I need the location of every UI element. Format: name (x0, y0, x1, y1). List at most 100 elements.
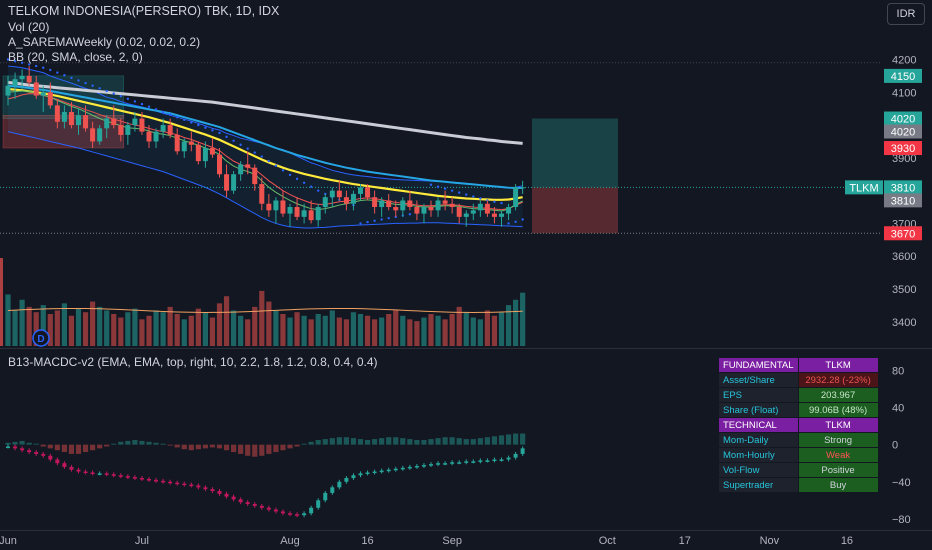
osc-hist-bar (231, 444, 237, 453)
osc-body (485, 460, 490, 462)
osc-tick-label: 0 (892, 440, 898, 452)
volume-bar (19, 299, 25, 346)
candle-body (407, 200, 413, 208)
osc-hist-bar (54, 444, 60, 451)
sar-dot (176, 116, 179, 119)
candle-body (245, 164, 251, 168)
sar-dot (472, 195, 475, 198)
candle-body (386, 200, 392, 208)
oscillator-legend[interactable]: B13-MACDC-v2 (EMA, EMA, top, right, 10, … (8, 355, 378, 369)
volume-bar (428, 314, 434, 346)
sar-dot (225, 135, 228, 139)
osc-hist-bar (245, 444, 251, 456)
position-target-zone (532, 118, 618, 188)
sar-dot (317, 189, 320, 192)
row-value: Buy (798, 478, 878, 492)
osc-body (76, 469, 81, 472)
sar-dot (218, 131, 221, 135)
volume-bar (26, 306, 32, 346)
volume-bar (357, 314, 364, 346)
volume-bar (139, 319, 145, 346)
osc-body (210, 489, 215, 492)
sar-dot (267, 159, 271, 163)
currency-button[interactable]: IDR (887, 3, 925, 25)
indicator-bb-legend[interactable]: BB (20, SMA, close, 2, 0) (8, 50, 143, 64)
osc-body (295, 514, 300, 516)
candle-body (499, 213, 504, 217)
sar-dot (366, 220, 369, 224)
osc-body (316, 500, 321, 508)
x-tick-label: Jul (135, 535, 149, 547)
osc-body (69, 466, 74, 470)
candle-body (202, 148, 208, 162)
indicator-volume-legend[interactable]: Vol (20) (8, 20, 50, 34)
osc-hist-bar (188, 444, 194, 451)
volume-bar (308, 319, 314, 346)
osc-hist-bar (350, 438, 357, 445)
osc-hist-bar (329, 438, 335, 445)
osc-hist-bar (393, 437, 399, 445)
price-label-bg (884, 193, 922, 208)
osc-body (386, 469, 391, 472)
table-header-row: FUNDAMENTAL TLKM (719, 358, 878, 372)
sar-dot (140, 102, 144, 106)
volume-bar (491, 315, 498, 346)
price-tick-label: 3900 (892, 153, 916, 165)
volume-bar (146, 315, 152, 346)
osc-hist-bar (484, 437, 490, 445)
osc-hist-bar (414, 440, 420, 445)
osc-body (407, 466, 412, 469)
volume-bar (407, 319, 413, 346)
osc-body (478, 460, 483, 462)
candle-body (160, 125, 166, 132)
candle-body (181, 141, 187, 152)
osc-hist-bar (477, 438, 483, 445)
osc-body (506, 457, 511, 460)
osc-body (118, 475, 123, 477)
row-label: Vol-Flow (719, 463, 798, 477)
indicator-sar-legend[interactable]: A_SAREMAWeekly (0.02, 0.02, 0.2) (8, 35, 201, 49)
volume-bar (153, 310, 159, 346)
osc-body (41, 453, 46, 456)
osc-hist-bar (104, 444, 110, 447)
osc-hist-bar (386, 437, 392, 445)
sar-dot (514, 220, 517, 223)
osc-hist-bar (442, 437, 448, 445)
osc-hist-bar (47, 444, 53, 449)
osc-tick-label: 40 (892, 403, 904, 415)
volume-bar (259, 290, 265, 346)
osc-hist-bar (181, 444, 187, 450)
row-value: Strong (798, 433, 878, 447)
candle-body (414, 207, 420, 214)
sar-dot (105, 89, 108, 93)
volume-bar (379, 317, 385, 346)
osc-hist-bar (209, 444, 216, 448)
osc-hist-bar (195, 444, 201, 450)
volume-bar (266, 301, 272, 346)
volume-ma-line (7, 307, 523, 313)
sar-dot (211, 129, 214, 132)
osc-body (330, 487, 335, 493)
candle-body (104, 118, 110, 129)
volume-bar (449, 314, 455, 346)
x-tick-label: 16 (841, 535, 853, 547)
candle-body (83, 115, 89, 129)
candle-body (97, 128, 103, 142)
osc-hist-bar (5, 442, 11, 445)
candle-body (111, 118, 117, 126)
sar-dot (204, 126, 207, 129)
osc-body (358, 473, 363, 476)
volume-bar (195, 308, 201, 346)
osc-hist-bar (379, 438, 385, 445)
volume-bar (287, 317, 293, 346)
sar-dot (126, 97, 130, 101)
table-header-row: TECHNICAL TLKM (719, 418, 878, 432)
osc-body (125, 476, 130, 478)
price-tick-label: 3400 (892, 317, 916, 329)
volume-bar (61, 303, 67, 346)
candle-body (61, 111, 67, 122)
candle-body (365, 187, 371, 198)
osc-hist-bar (238, 444, 244, 454)
osc-body (13, 446, 18, 449)
